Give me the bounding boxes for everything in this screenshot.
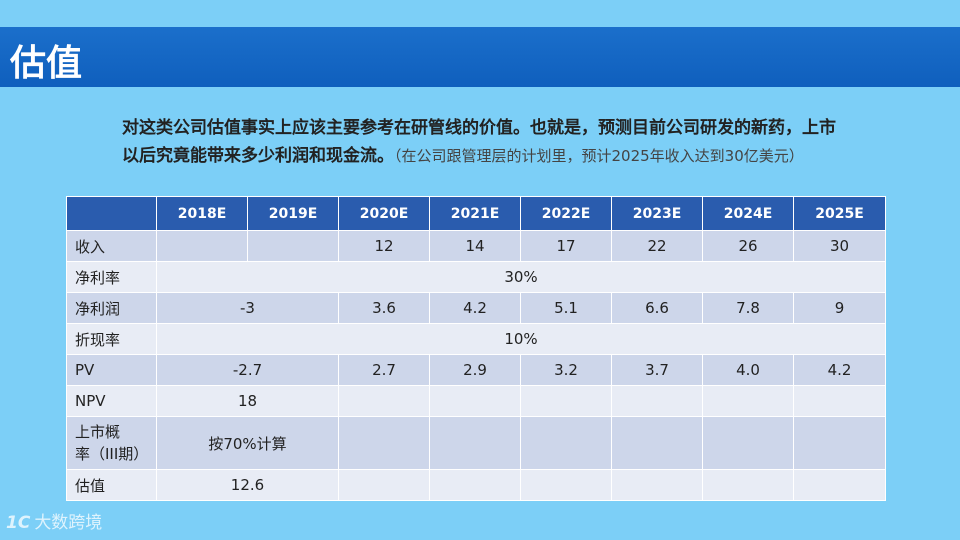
table-cell (520, 416, 612, 470)
table-cell: 4.2 (793, 354, 886, 386)
merged-cell: 按70%计算 (156, 416, 339, 470)
table-cell (338, 416, 430, 470)
intro-note-text: （在公司跟管理层的计划里，预计2025年收入达到30亿美元） (394, 147, 804, 165)
table-cell (793, 469, 886, 501)
row-revenue: 收入 12 14 17 22 26 30 (66, 230, 886, 262)
header-cell: 2020E (338, 196, 430, 231)
table-cell (702, 385, 794, 417)
merged-cell: 12.6 (156, 469, 339, 501)
header-cell: 2024E (702, 196, 794, 231)
table-cell (702, 469, 794, 501)
table-cell (338, 469, 430, 501)
header-cell: 2019E (247, 196, 339, 231)
table-cell (793, 385, 886, 417)
table-cell (611, 385, 703, 417)
table-cell: 7.8 (702, 292, 794, 324)
table-cell (520, 469, 612, 501)
row-label: 净利率 (66, 261, 157, 293)
table-cell (520, 385, 612, 417)
row-label: 估值 (66, 469, 157, 501)
header-cell (66, 196, 157, 231)
merged-cell: 30% (156, 261, 886, 293)
header-cell: 2021E (429, 196, 521, 231)
row-pv: PV -2.7 2.7 2.9 3.2 3.7 4.0 4.2 (66, 354, 886, 386)
merged-cell: 10% (156, 323, 886, 355)
table-cell: 2.7 (338, 354, 430, 386)
merged-cell: 18 (156, 385, 339, 417)
row-npv: NPV 18 (66, 385, 886, 417)
table-cell: 3.7 (611, 354, 703, 386)
table-cell (702, 416, 794, 470)
row-label-line2: 率（III期） (75, 445, 149, 463)
table-cell: 14 (429, 230, 521, 262)
row-probability: 上市概率（III期） 按70%计算 (66, 416, 886, 470)
table-cell: 4.0 (702, 354, 794, 386)
table-cell (156, 230, 248, 262)
row-label: 折现率 (66, 323, 157, 355)
table-cell: 30 (793, 230, 886, 262)
header-cell: 2022E (520, 196, 612, 231)
table-cell (247, 230, 339, 262)
table-cell: 5.1 (520, 292, 612, 324)
row-discount-rate: 折现率 10% (66, 323, 886, 355)
row-net-margin: 净利率 30% (66, 261, 886, 293)
intro-paragraph: 对这类公司估值事实上应该主要参考在研管线的价值。也就是，预测目前公司研发的新药，… (122, 114, 842, 170)
row-label: 净利润 (66, 292, 157, 324)
watermark-logo: 1C (6, 513, 31, 533)
watermark-text: 大数跨境 (34, 513, 103, 533)
table-cell: 4.2 (429, 292, 521, 324)
row-label: NPV (66, 385, 157, 417)
table-cell (429, 416, 521, 470)
table-cell (793, 416, 886, 470)
table-cell: 2.9 (429, 354, 521, 386)
title-bar: 估值 (0, 27, 960, 87)
header-cell: 2025E (793, 196, 886, 231)
row-label-line1: 上市概 (75, 423, 121, 441)
table-cell (338, 385, 430, 417)
header-cell: 2023E (611, 196, 703, 231)
table-cell: 3.6 (338, 292, 430, 324)
row-label: 收入 (66, 230, 157, 262)
table-cell: 12 (338, 230, 430, 262)
slide-title: 估值 (10, 43, 83, 84)
row-net-profit: 净利润 -3 3.6 4.2 5.1 6.6 7.8 9 (66, 292, 886, 324)
header-row: 2018E 2019E 2020E 2021E 2022E 2023E 2024… (66, 196, 886, 231)
table-cell: 9 (793, 292, 886, 324)
table-cell: 26 (702, 230, 794, 262)
row-valuation: 估值 12.6 (66, 469, 886, 501)
table-cell: 3.2 (520, 354, 612, 386)
merged-cell: -2.7 (156, 354, 339, 386)
table-cell: 6.6 (611, 292, 703, 324)
header-cell: 2018E (156, 196, 248, 231)
table-cell: 22 (611, 230, 703, 262)
intro-bold-text: 对这类公司估值事实上应该主要参考在研管线的价值。也就是，预测目前公司研发的新药，… (122, 118, 836, 166)
table-cell (429, 469, 521, 501)
table-cell (611, 416, 703, 470)
table-cell (429, 385, 521, 417)
table-cell: 17 (520, 230, 612, 262)
merged-cell: -3 (156, 292, 339, 324)
valuation-table: 2018E 2019E 2020E 2021E 2022E 2023E 2024… (66, 196, 886, 501)
row-label: PV (66, 354, 157, 386)
watermark: 1C 大数跨境 (6, 508, 102, 533)
table-cell (611, 469, 703, 501)
row-label: 上市概率（III期） (66, 416, 157, 470)
